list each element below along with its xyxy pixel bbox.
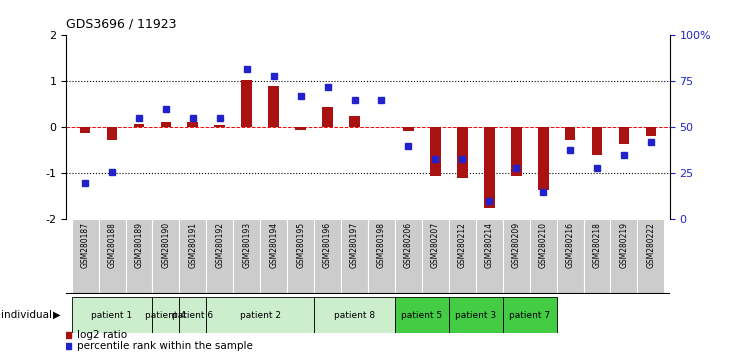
Text: ▶: ▶ xyxy=(53,310,60,320)
Bar xyxy=(538,127,548,190)
Text: GSM280190: GSM280190 xyxy=(161,222,171,268)
Bar xyxy=(188,122,198,127)
Bar xyxy=(126,219,152,294)
Text: patient 7: patient 7 xyxy=(509,310,551,320)
Bar xyxy=(430,127,441,176)
Bar xyxy=(152,219,180,294)
Text: GSM280188: GSM280188 xyxy=(107,222,116,268)
Text: GSM280216: GSM280216 xyxy=(565,222,575,268)
Text: patient 1: patient 1 xyxy=(91,310,132,320)
Bar xyxy=(152,297,180,333)
Bar xyxy=(449,219,475,294)
Text: GSM280214: GSM280214 xyxy=(485,222,494,268)
Text: GSM280195: GSM280195 xyxy=(296,222,305,268)
Bar xyxy=(214,125,225,127)
Text: GSM280219: GSM280219 xyxy=(620,222,629,268)
Bar xyxy=(99,219,126,294)
Bar xyxy=(241,80,252,127)
Text: log2 ratio: log2 ratio xyxy=(77,330,127,339)
Bar xyxy=(395,297,449,333)
Bar xyxy=(565,127,576,140)
Bar xyxy=(180,219,206,294)
Bar xyxy=(180,297,206,333)
Text: GSM280197: GSM280197 xyxy=(350,222,359,268)
Bar xyxy=(295,127,306,130)
Text: patient 4: patient 4 xyxy=(146,310,186,320)
Text: GSM280189: GSM280189 xyxy=(135,222,144,268)
Text: percentile rank within the sample: percentile rank within the sample xyxy=(77,341,253,351)
Text: GSM280206: GSM280206 xyxy=(404,222,413,268)
Bar xyxy=(134,124,144,127)
Bar xyxy=(618,127,629,144)
Bar xyxy=(287,219,314,294)
Bar xyxy=(261,219,287,294)
Bar xyxy=(449,297,503,333)
Bar xyxy=(403,127,414,131)
Bar xyxy=(637,219,665,294)
Bar xyxy=(395,219,422,294)
Bar xyxy=(107,127,118,140)
Bar xyxy=(511,127,522,176)
Bar xyxy=(269,86,279,127)
Text: GSM280212: GSM280212 xyxy=(458,222,467,268)
Text: GSM280210: GSM280210 xyxy=(539,222,548,268)
Text: GSM280196: GSM280196 xyxy=(323,222,332,268)
Bar xyxy=(457,127,467,178)
Bar xyxy=(206,219,233,294)
Text: patient 5: patient 5 xyxy=(401,310,442,320)
Bar xyxy=(475,219,503,294)
Bar xyxy=(71,219,99,294)
Bar xyxy=(314,297,395,333)
Bar xyxy=(206,297,314,333)
Text: GSM280193: GSM280193 xyxy=(242,222,251,268)
Text: individual: individual xyxy=(1,310,52,320)
Text: GSM280194: GSM280194 xyxy=(269,222,278,268)
Text: GSM280198: GSM280198 xyxy=(377,222,386,268)
Bar xyxy=(584,219,610,294)
Bar xyxy=(503,219,530,294)
Bar xyxy=(322,107,333,127)
Text: GSM280192: GSM280192 xyxy=(216,222,224,268)
Text: GSM280207: GSM280207 xyxy=(431,222,440,268)
Bar xyxy=(314,219,341,294)
Bar xyxy=(484,127,495,208)
Text: patient 8: patient 8 xyxy=(334,310,375,320)
Text: GSM280191: GSM280191 xyxy=(188,222,197,268)
Bar xyxy=(610,219,637,294)
Text: GDS3696 / 11923: GDS3696 / 11923 xyxy=(66,18,177,31)
Bar xyxy=(349,116,360,127)
Bar xyxy=(341,219,368,294)
Text: patient 3: patient 3 xyxy=(455,310,496,320)
Bar xyxy=(79,127,91,133)
Bar xyxy=(556,219,584,294)
Bar xyxy=(422,219,449,294)
Bar xyxy=(592,127,602,155)
Text: GSM280187: GSM280187 xyxy=(81,222,90,268)
Text: GSM280222: GSM280222 xyxy=(646,222,655,268)
Text: GSM280218: GSM280218 xyxy=(592,222,601,268)
Bar xyxy=(233,219,261,294)
Bar xyxy=(530,219,556,294)
Text: patient 6: patient 6 xyxy=(172,310,213,320)
Bar xyxy=(503,297,556,333)
Text: patient 2: patient 2 xyxy=(240,310,280,320)
Text: GSM280209: GSM280209 xyxy=(512,222,520,268)
Bar xyxy=(368,219,395,294)
Bar xyxy=(71,297,152,333)
Bar xyxy=(645,127,657,136)
Bar xyxy=(160,122,171,127)
